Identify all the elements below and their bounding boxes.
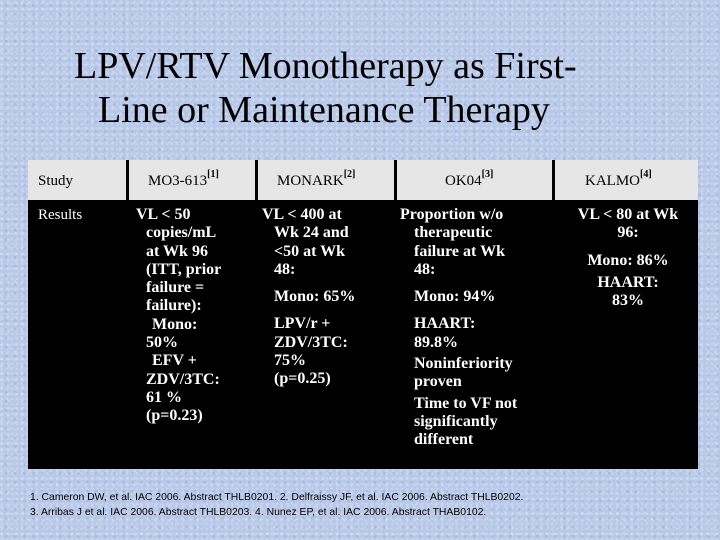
cell-mo3613-line: (p=0.23) [146,407,203,425]
slide-title-line-1: LPV/RTV Monotherapy as First- [74,45,577,87]
cell-ok04-line: different [414,431,474,449]
cell-ok04-line: therapeutic [414,224,493,242]
header-divider [255,160,258,200]
slide-title: LPV/RTV Monotherapy as First- Line or Ma… [60,44,660,132]
cell-ok04: Proportion w/o therapeutic failure at Wk… [400,206,550,450]
cell-ok04-line: significantly [414,412,498,430]
cell-ok04-line: 89.8% [414,333,458,351]
cell-kalmo-line: HAART: [597,273,659,291]
cell-ok04-line: failure at Wk [414,242,505,260]
header-mo3613: MO3-613[1] [148,160,219,200]
header-mo3613-ref: [1] [207,169,219,180]
cell-mo3613-line: failure): [146,297,202,315]
header-kalmo: KALMO[4] [585,160,652,200]
cell-ok04-line: HAART: [414,315,476,333]
footnotes: 1. Cameron DW, et al. IAC 2006. Abstract… [30,490,710,520]
cell-mo3613-line: Mono: [152,315,198,333]
results-table: Study MO3-613[1] MONARK[2] OK04[3] KALMO… [28,160,698,469]
cell-ok04-line: Time to VF not [414,394,518,412]
header-study: Study [38,160,73,200]
cell-monark: VL < 400 at Wk 24 and <50 at Wk 48: Mono… [262,206,392,389]
cell-ok04-line: Mono: 94% [414,288,496,306]
cell-kalmo-line: VL < 80 at Wk [577,206,679,223]
header-study-label: Study [38,173,74,189]
header-kalmo-label: KALMO [585,173,640,189]
cell-kalmo-line: 83% [612,292,644,310]
cell-monark-line: (p=0.25) [274,370,331,388]
header-ok04: OK04[3] [445,160,493,200]
header-monark-label: MONARK [277,173,344,189]
header-divider [552,160,555,200]
cell-ok04-line: proven [414,373,462,391]
slide-title-line-2: Line or Maintenance Therapy [98,89,550,131]
row-label-results: Results [38,207,83,223]
cell-kalmo-line: Mono: 86% [587,251,669,269]
cell-monark-line: 48: [274,260,296,278]
cell-mo3613-line: failure = [146,279,205,297]
header-monark-ref: [2] [343,169,356,180]
cell-ok04-line: 48: [414,260,436,278]
cell-monark-line: VL < 400 at [262,206,342,223]
cell-kalmo-line: 96: [617,224,639,242]
cell-mo3613-line: 50% [146,334,178,352]
cell-mo3613-line: ZDV/3TC: [146,370,220,388]
header-ok04-label: OK04 [445,173,482,189]
cell-kalmo: VL < 80 at Wk 96: Mono: 86% HAART: 83% [558,206,698,310]
header-kalmo-ref: [4] [640,169,652,180]
cell-mo3613: VL < 50 copies/mL at Wk 96 (ITT, prior f… [134,206,254,426]
cell-mo3613-line: at Wk 96 [146,242,208,260]
cell-ok04-line: Proportion w/o [400,206,504,223]
cell-monark-line: LPV/r + [274,315,331,333]
footnote-line-1: 1. Cameron DW, et al. IAC 2006. Abstract… [30,492,524,503]
cell-monark-line: <50 at Wk [274,242,346,260]
cell-mo3613-line: (ITT, prior [146,260,222,278]
cell-mo3613-line: 61 % [146,388,182,406]
cell-mo3613-line: EFV + [152,352,197,370]
cell-monark-line: 75% [274,352,306,370]
header-divider [126,160,129,200]
cell-monark-line: Wk 24 and [274,224,349,242]
header-ok04-ref: [3] [481,169,494,180]
footnote-line-2: 3. Arribas J et al. IAC 2006. Abstract T… [30,507,487,518]
cell-mo3613-line: VL < 50 [136,206,191,223]
cell-mo3613-line: copies/mL [146,224,217,242]
cell-ok04-line: Noninferiority [414,355,513,373]
header-monark: MONARK[2] [277,160,355,200]
header-mo3613-label: MO3-613 [148,173,208,189]
cell-monark-line: ZDV/3TC: [274,333,348,351]
header-divider [394,160,397,200]
table-header-row: Study MO3-613[1] MONARK[2] OK04[3] KALMO… [28,160,698,200]
cell-monark-line: Mono: 65% [274,288,356,306]
